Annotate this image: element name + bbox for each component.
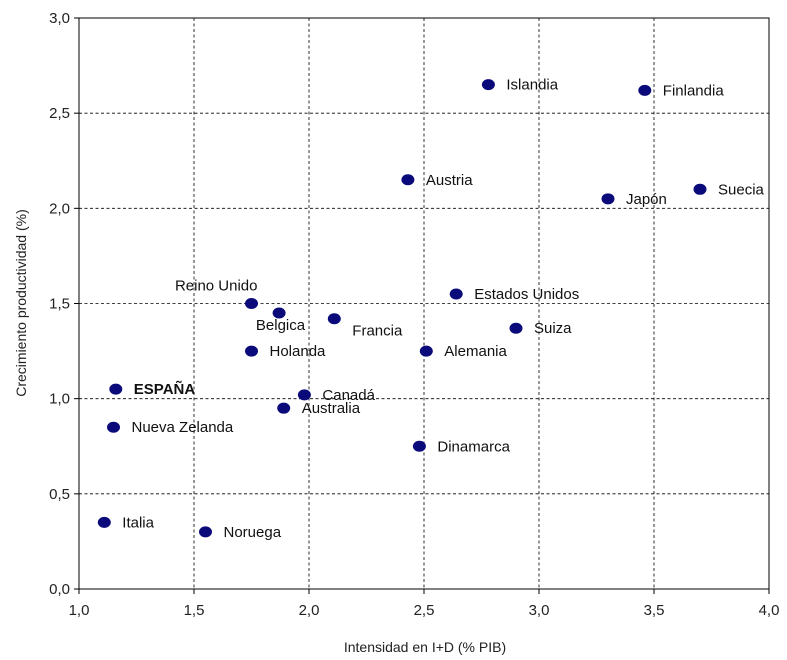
data-point <box>509 322 523 334</box>
data-point <box>245 345 258 357</box>
y-tick-label: 1,0 <box>49 391 70 408</box>
x-tick-label: 4,0 <box>759 602 780 619</box>
y-tick-label: 3,0 <box>49 10 70 27</box>
point-label: Finlandia <box>663 82 725 99</box>
y-tick-label: 0,5 <box>49 486 70 503</box>
data-point <box>481 79 495 91</box>
data-point <box>419 345 433 357</box>
point-label: Suiza <box>534 320 572 337</box>
point-label: Belgica <box>256 317 306 334</box>
y-tick-label: 1,5 <box>49 296 70 313</box>
point-label: Dinamarca <box>437 438 510 455</box>
y-axis-title: Crecimiento productividad (%) <box>13 209 29 397</box>
point-label: Noruega <box>224 524 282 541</box>
data-point <box>277 402 291 414</box>
x-tick-label: 2,5 <box>414 602 435 619</box>
x-tick-label: 3,0 <box>529 602 550 619</box>
point-labels: Islandia Finlandia Austria Suecia Japón Reino… <box>122 77 764 541</box>
point-label: ESPAÑA <box>134 380 196 398</box>
x-tick-label: 1,5 <box>184 602 205 619</box>
data-point <box>97 516 111 528</box>
data-point <box>109 383 123 395</box>
point-label: Francia <box>352 323 403 340</box>
data-point <box>199 526 212 538</box>
grid-lines <box>79 18 769 589</box>
point-label: Australia <box>302 400 361 417</box>
point-label: Nueva Zelanda <box>132 419 234 436</box>
point-label: Suecia <box>718 181 765 198</box>
axis-ticks: 1,0 1,5 2,0 2,5 3,0 3,5 4,0 0,0 0,5 1,0 1,5 2,0 2,5 3… <box>49 10 779 619</box>
point-label: Japón <box>626 191 667 208</box>
data-point <box>327 313 341 325</box>
point-label: Reino Unido <box>175 278 258 295</box>
data-point <box>107 421 120 433</box>
point-label: Austria <box>426 172 473 189</box>
x-tick-label: 3,5 <box>644 602 665 619</box>
point-label: Italia <box>122 514 154 531</box>
point-label: Alemania <box>444 343 507 360</box>
data-point <box>449 288 463 300</box>
data-point <box>297 389 311 401</box>
data-point <box>412 440 426 452</box>
data-point <box>401 174 415 186</box>
y-tick-label: 0,0 <box>49 581 70 598</box>
data-point <box>601 193 615 205</box>
data-point <box>245 298 258 309</box>
point-label: Islandia <box>506 77 558 94</box>
data-point <box>693 183 707 195</box>
point-label: Estados Unidos <box>474 286 579 303</box>
data-points <box>97 79 707 538</box>
x-tick-label: 1,0 <box>69 602 90 619</box>
data-point <box>638 84 652 96</box>
y-tick-label: 2,5 <box>49 105 70 122</box>
y-tick-label: 2,0 <box>49 200 70 217</box>
data-point <box>272 307 286 319</box>
x-tick-label: 2,0 <box>299 602 320 619</box>
point-label: Holanda <box>270 343 327 360</box>
x-axis-title: Intensidad en I+D (% PIB) <box>344 639 506 655</box>
point-label: Canadá <box>322 387 375 404</box>
